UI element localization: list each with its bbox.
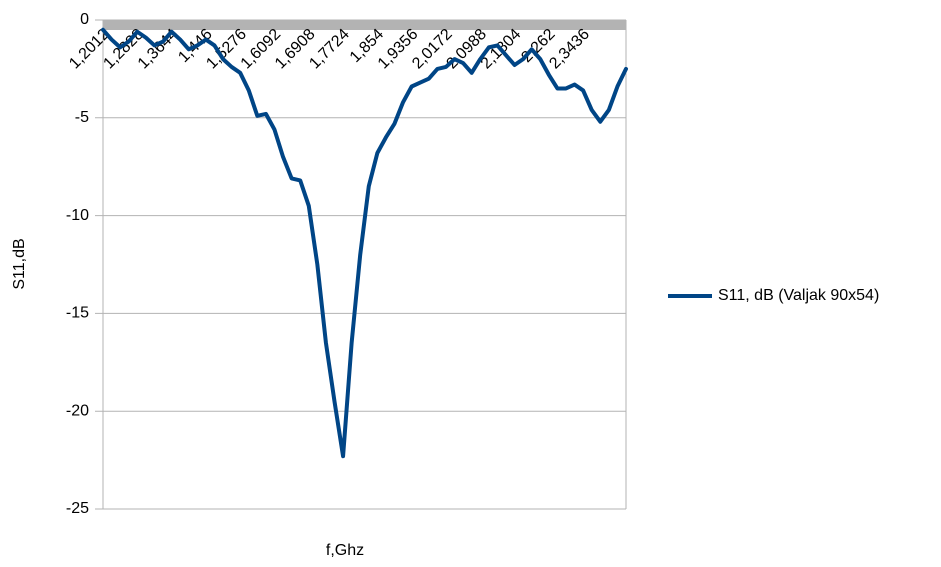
- y-tick-label: -15: [66, 305, 89, 322]
- x-axis: [103, 20, 626, 30]
- y-tick-label: -20: [66, 402, 89, 419]
- legend-label: S11, dB (Valjak 90x54): [718, 287, 879, 304]
- y-tick-label: -25: [66, 500, 89, 517]
- data-line: [101, 27, 628, 459]
- y-tick-label: -5: [75, 109, 89, 126]
- y-tick-label: 0: [80, 11, 89, 28]
- x-axis-title: f,Ghz: [326, 542, 364, 559]
- y-tick-label: -10: [66, 207, 89, 224]
- y-axis-title: S11,dB: [11, 238, 28, 289]
